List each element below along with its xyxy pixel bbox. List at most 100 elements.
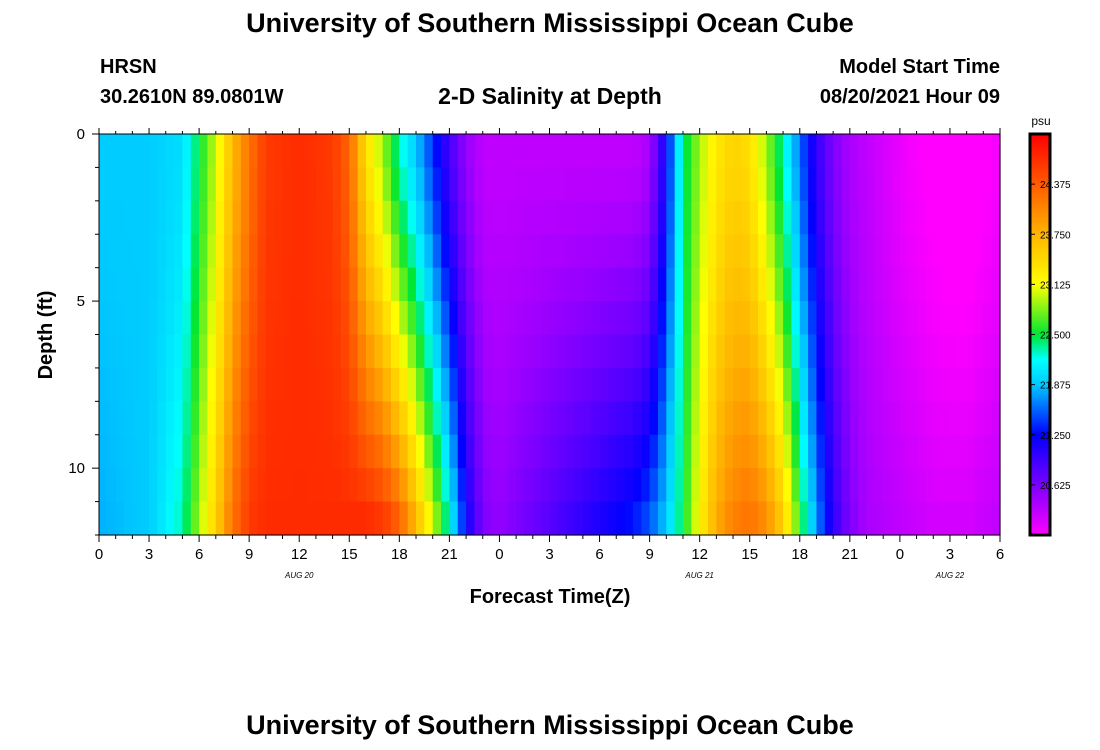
heatmap-cell xyxy=(874,200,884,235)
heatmap-cell xyxy=(874,334,884,369)
heatmap-cell xyxy=(974,234,984,269)
heatmap-cell xyxy=(566,134,576,169)
heatmap-cell xyxy=(924,434,934,469)
heatmap-cell xyxy=(916,134,926,169)
heatmap-cell xyxy=(699,501,709,536)
heatmap-cell xyxy=(516,334,526,369)
heatmap-cell xyxy=(332,367,342,402)
heatmap-cell xyxy=(240,200,250,235)
heatmap-cell xyxy=(641,334,651,369)
heatmap-cell xyxy=(641,434,651,469)
heatmap-cell xyxy=(165,134,175,169)
heatmap-cell xyxy=(365,434,375,469)
heatmap-cell xyxy=(541,501,551,536)
heatmap-cell xyxy=(616,134,626,169)
heatmap-cell xyxy=(115,234,125,269)
heatmap-cell xyxy=(866,434,876,469)
heatmap-cell xyxy=(699,367,709,402)
heatmap-cell xyxy=(390,267,400,302)
heatmap-cell xyxy=(541,200,551,235)
heatmap-cell xyxy=(799,401,809,436)
heatmap-cell xyxy=(866,301,876,336)
heatmap-cell xyxy=(499,367,509,402)
heatmap-cell xyxy=(649,434,659,469)
heatmap-cell xyxy=(691,334,701,369)
heatmap-cell xyxy=(365,468,375,503)
heatmap-cell xyxy=(416,434,425,469)
heatmap-cell xyxy=(774,267,784,302)
heatmap-cell xyxy=(841,234,851,269)
heatmap-cell xyxy=(199,267,209,302)
heatmap-cell xyxy=(390,200,400,235)
heatmap-cell xyxy=(466,134,476,169)
heatmap-cell xyxy=(708,367,717,402)
heatmap-cell xyxy=(641,367,651,402)
heatmap-cell xyxy=(641,234,651,269)
heatmap-cell xyxy=(299,134,309,169)
heatmap-cell xyxy=(157,267,167,302)
heatmap-cell xyxy=(674,434,684,469)
heatmap-cell xyxy=(190,501,200,536)
heatmap-cell xyxy=(916,200,926,235)
heatmap-cell xyxy=(399,434,409,469)
heatmap-cell xyxy=(382,434,392,469)
heatmap-cell xyxy=(165,367,175,402)
heatmap-cell xyxy=(557,501,567,536)
heatmap-cell xyxy=(591,468,601,503)
heatmap-cell xyxy=(908,367,918,402)
heatmap-cell xyxy=(741,167,751,202)
heatmap-cell xyxy=(140,200,150,235)
heatmap-cell xyxy=(507,267,517,302)
heatmap-cell xyxy=(808,267,818,302)
heatmap-cell xyxy=(582,200,592,235)
heatmap-cell xyxy=(107,501,117,536)
heatmap-cell xyxy=(666,301,676,336)
heatmap-cell xyxy=(224,501,234,536)
heatmap-cell xyxy=(324,167,334,202)
heatmap-cell xyxy=(724,134,734,169)
heatmap-cell xyxy=(716,334,726,369)
heatmap-cell xyxy=(307,234,317,269)
heatmap-cell xyxy=(482,167,492,202)
heatmap-cell xyxy=(958,234,968,269)
heatmap-cell xyxy=(466,401,476,436)
heatmap-cell xyxy=(899,200,909,235)
heatmap-cell xyxy=(883,334,893,369)
heatmap-cell xyxy=(165,234,175,269)
heatmap-cell xyxy=(441,234,450,269)
heatmap-cell xyxy=(924,200,934,235)
heatmap-cell xyxy=(265,367,275,402)
heatmap-cell xyxy=(574,401,584,436)
heatmap-cell xyxy=(365,501,375,536)
heatmap-cell xyxy=(374,234,384,269)
heatmap-cell xyxy=(616,167,626,202)
heatmap-cell xyxy=(766,167,776,202)
heatmap-cell xyxy=(274,134,284,169)
heatmap-cell xyxy=(599,334,609,369)
heatmap-cell xyxy=(933,367,943,402)
heatmap-cell xyxy=(507,401,517,436)
heatmap-cell xyxy=(883,401,893,436)
heatmap-cell xyxy=(207,134,217,169)
heatmap-cell xyxy=(274,301,284,336)
heatmap-cell xyxy=(340,234,350,269)
heatmap-cell xyxy=(332,167,342,202)
x-axis-label: Forecast Time(Z) xyxy=(470,586,631,608)
heatmap-cell xyxy=(190,301,200,336)
heatmap-cell xyxy=(457,334,467,369)
heatmap-cell xyxy=(808,468,818,503)
heatmap-cell xyxy=(182,334,192,369)
heatmap-cell xyxy=(174,167,184,202)
heatmap-cell xyxy=(833,134,843,169)
heatmap-cell xyxy=(432,234,442,269)
y-tick-label: 0 xyxy=(77,126,85,143)
heatmap-cell xyxy=(524,167,534,202)
heatmap-cell xyxy=(257,167,267,202)
heatmap-cell xyxy=(916,234,926,269)
heatmap-cell xyxy=(474,301,484,336)
heatmap-cell xyxy=(749,434,759,469)
heatmap-cell xyxy=(666,501,676,536)
heatmap-cell xyxy=(974,334,984,369)
heatmap-cell xyxy=(574,267,584,302)
heatmap-cell xyxy=(774,234,784,269)
